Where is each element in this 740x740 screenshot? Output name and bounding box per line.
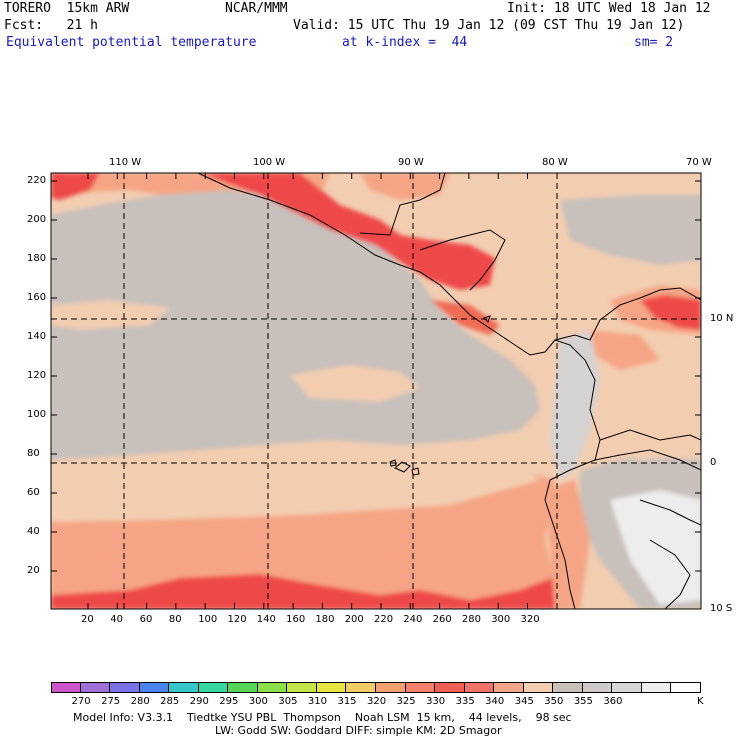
colorbar-tick-label: 355 — [573, 696, 593, 707]
colorbar-swatch — [523, 682, 554, 693]
x-tick-label: 280 — [461, 614, 481, 625]
colorbar-swatch — [435, 682, 465, 693]
colorbar-swatch — [316, 682, 347, 693]
colorbar-tick-label: 340 — [485, 696, 505, 707]
colorbar-tick-label: 350 — [544, 696, 564, 707]
lon-label: 70 W — [686, 157, 712, 168]
x-tick-label: 180 — [315, 614, 335, 625]
colorbar-swatch — [641, 682, 672, 693]
lat-label: 10 S — [710, 603, 733, 614]
colorbar-tick-label: 360 — [603, 696, 623, 707]
model-info: Model Info: V3.3.1 Tiedtke YSU PBL Thomp… — [73, 711, 572, 724]
x-tick-label: 60 — [139, 614, 153, 625]
x-tick-label: 240 — [403, 614, 423, 625]
lon-label: 110 W — [109, 157, 142, 168]
x-tick-label: 200 — [344, 614, 364, 625]
colorbar-tick-label: 290 — [189, 696, 209, 707]
y-tick-label: 180 — [27, 253, 47, 264]
colorbar-tick-label: 335 — [455, 696, 475, 707]
colorbar-swatch — [198, 682, 229, 693]
colorbar-swatch — [494, 682, 524, 693]
colorbar-swatch — [405, 682, 436, 693]
coastlines — [197, 173, 701, 609]
x-tick-label: 140 — [256, 614, 276, 625]
model-name: TORERO 15km ARW — [4, 1, 130, 16]
plot-frame — [50, 172, 702, 610]
y-tick-label: 140 — [27, 331, 47, 342]
colorbar-tick-label: 280 — [130, 696, 150, 707]
x-tick-label: 40 — [110, 614, 124, 625]
x-tick-label: 300 — [491, 614, 511, 625]
lon-label: 100 W — [253, 157, 286, 168]
colorbar-swatch — [257, 682, 288, 693]
init-time: Init: 18 UTC Wed 18 Jan 12 — [507, 1, 711, 16]
lat-label: 0 — [710, 457, 717, 468]
y-tick-label: 200 — [27, 214, 47, 225]
colorbar-swatch — [376, 682, 406, 693]
valid-time: Valid: 15 UTC Thu 19 Jan 12 (09 CST Thu … — [293, 18, 685, 33]
y-tick-label: 120 — [27, 370, 47, 381]
colorbar-unit: K — [697, 696, 704, 707]
y-tick-label: 40 — [27, 526, 40, 537]
colorbar-tick-label: 295 — [219, 696, 239, 707]
colorbar-tick-label: 315 — [337, 696, 357, 707]
colorbar-tick-label: 305 — [278, 696, 298, 707]
x-tick-label: 160 — [286, 614, 306, 625]
colorbar-swatch — [228, 682, 258, 693]
colorbar-swatch — [169, 682, 199, 693]
colorbar-swatch — [582, 682, 613, 693]
field-name: Equivalent potential temperature — [6, 35, 257, 50]
colorbar-swatch — [464, 682, 495, 693]
y-tick-label: 100 — [27, 409, 47, 420]
smoothing-info: sm= 2 — [634, 35, 674, 50]
level-info: at k-index = 44 — [342, 35, 468, 50]
colorbar-swatch — [51, 682, 81, 693]
colorbar-tick-label: 275 — [101, 696, 121, 707]
colorbar-tick-label: 325 — [396, 696, 416, 707]
x-tick-label: 120 — [227, 614, 247, 625]
x-tick-label: 220 — [374, 614, 394, 625]
lat-lon-grid — [51, 173, 701, 609]
colorbar-swatch — [80, 682, 111, 693]
colorbar-tick-label: 285 — [160, 696, 180, 707]
colorbar-tick-label: 300 — [248, 696, 268, 707]
colorbar-tick-label: 320 — [367, 696, 387, 707]
lat-label: 10 N — [710, 313, 734, 324]
colorbar-frame — [51, 682, 701, 693]
physics-info: LW: Godd SW: Goddard DIFF: simple KM: 2D… — [215, 724, 502, 737]
y-tick-label: 220 — [27, 175, 47, 186]
x-tick-label: 320 — [520, 614, 540, 625]
colorbar-tick-label: 330 — [426, 696, 446, 707]
colorbar-tick-label: 270 — [71, 696, 91, 707]
lon-label: 80 W — [542, 157, 568, 168]
colorbar-swatch — [287, 682, 317, 693]
colorbar-swatch — [346, 682, 376, 693]
theta-e-field — [51, 173, 701, 609]
y-tick-label: 80 — [27, 448, 40, 459]
y-tick-label: 60 — [27, 487, 40, 498]
colorbar-tick-label: 345 — [514, 696, 534, 707]
colorbar-swatch — [139, 682, 170, 693]
org-name: NCAR/MMM — [225, 1, 288, 16]
x-tick-label: 260 — [432, 614, 452, 625]
lon-label: 90 W — [398, 157, 424, 168]
x-tick-label: 20 — [81, 614, 94, 625]
colorbar-tick-label: 310 — [307, 696, 327, 707]
colorbar-swatch — [553, 682, 583, 693]
x-tick-label: 80 — [168, 614, 182, 625]
x-tick-label: 100 — [198, 614, 218, 625]
forecast-hour: Fcst: 21 h — [4, 18, 98, 33]
colorbar-swatch — [612, 682, 642, 693]
colorbar-swatch — [110, 682, 140, 693]
y-tick-label: 20 — [27, 565, 40, 576]
y-tick-label: 160 — [27, 292, 47, 303]
